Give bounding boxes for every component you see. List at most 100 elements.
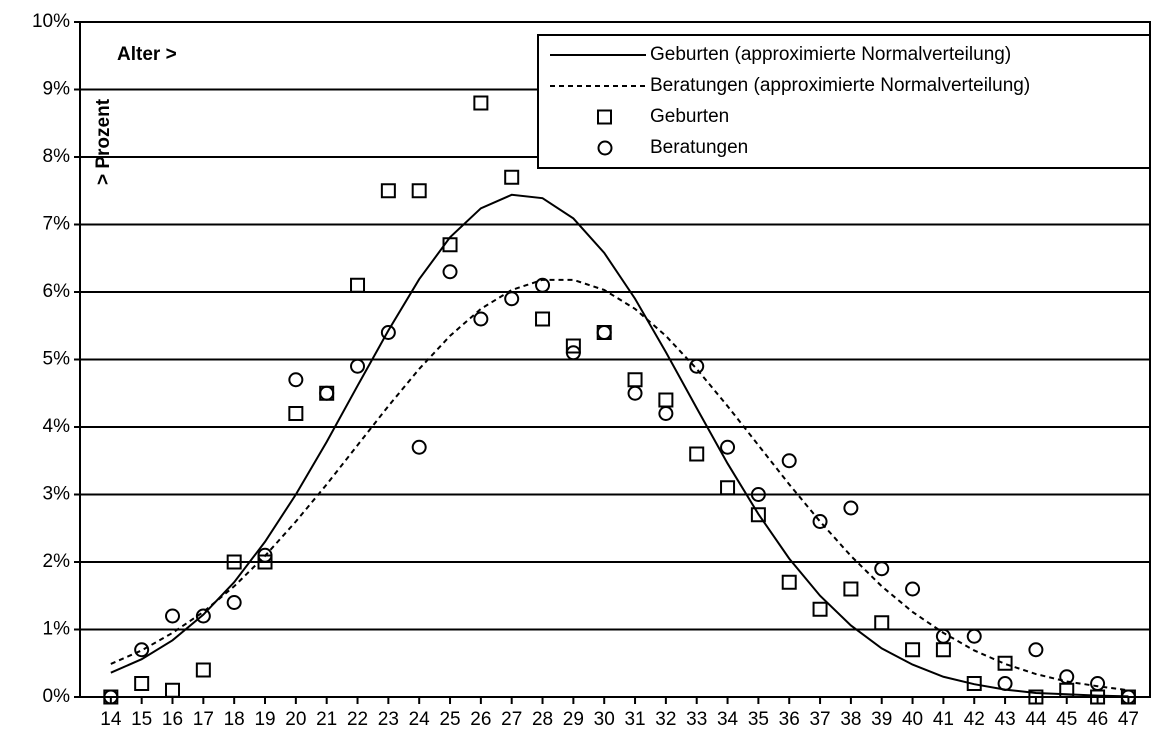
circle-marker (1059, 669, 1075, 685)
y-tick-label: 2% (43, 551, 71, 572)
circle-marker (905, 581, 921, 597)
legend-swatch (597, 140, 613, 156)
y-axis-label: > Prozent (93, 98, 114, 185)
y-tick-label: 0% (43, 686, 71, 707)
square-marker (442, 237, 458, 253)
x-tick-label: 43 (995, 709, 1016, 730)
x-tick-label: 36 (779, 709, 800, 730)
circle-marker (473, 311, 489, 327)
circle-marker (134, 642, 150, 658)
legend-label: Geburten (approximierte Normalverteilung… (650, 44, 1011, 65)
circle-marker (658, 406, 674, 421)
square-marker (812, 601, 828, 617)
x-tick-label: 22 (347, 709, 368, 730)
circle-marker (103, 689, 119, 705)
square-marker (843, 581, 859, 597)
square-marker (935, 642, 951, 658)
square-marker (134, 676, 150, 691)
legend-label: Geburten (650, 106, 729, 127)
y-tick-label: 9% (43, 79, 71, 100)
square-marker (750, 507, 766, 523)
circle-marker (596, 325, 612, 340)
circle-marker (874, 561, 890, 577)
x-tick-label: 30 (594, 709, 615, 730)
circle-marker (1120, 689, 1136, 705)
circle-marker (843, 500, 859, 516)
y-tick-label: 7% (43, 214, 71, 235)
curve (110, 193, 1129, 698)
x-tick-label: 41 (933, 709, 954, 730)
square-marker (473, 95, 489, 111)
circle-marker (504, 291, 520, 307)
circle-marker (195, 608, 211, 624)
plot-frame (79, 21, 1151, 698)
x-tick-label: 39 (871, 709, 892, 730)
x-tick-label: 20 (285, 709, 306, 730)
x-tick-label: 37 (809, 709, 830, 730)
circle-marker (565, 345, 581, 361)
circle-marker (750, 487, 766, 502)
x-tick-label: 25 (439, 709, 460, 730)
square-marker (689, 446, 705, 462)
circle-marker (812, 514, 828, 529)
x-tick-label: 27 (501, 709, 522, 730)
square-marker (380, 183, 396, 199)
legend-label: Beratungen (approximierte Normalverteilu… (650, 75, 1030, 96)
circle-marker (535, 277, 551, 293)
circle-marker (442, 264, 458, 280)
x-axis-label: Alter > (117, 44, 177, 65)
square-marker (905, 642, 921, 658)
circle-marker (257, 547, 273, 563)
x-tick-label: 14 (100, 709, 122, 730)
x-tick-label: 44 (1025, 709, 1047, 730)
square-marker (411, 183, 427, 199)
circle-marker (966, 628, 982, 644)
circle-marker (1090, 676, 1106, 691)
square-marker (966, 676, 982, 691)
square-marker (226, 554, 242, 570)
square-marker (165, 682, 181, 698)
square-marker (504, 169, 520, 185)
y-tick-label: 4% (43, 416, 71, 437)
legend-swatch (597, 109, 612, 125)
curve (110, 278, 1129, 692)
circle-marker (689, 358, 705, 374)
circle-marker (319, 385, 335, 401)
x-tick-label: 28 (532, 709, 553, 730)
square-marker (257, 554, 273, 570)
circle-marker (997, 676, 1013, 691)
x-tick-label: 16 (162, 709, 183, 730)
y-tick-label: 8% (43, 146, 71, 167)
x-tick-label: 19 (254, 709, 275, 730)
circle-marker (288, 372, 304, 388)
circle-marker (380, 325, 396, 340)
x-tick-label: 45 (1056, 709, 1077, 730)
x-tick-label: 34 (717, 709, 739, 730)
legend-box (537, 34, 1151, 169)
x-tick-label: 26 (470, 709, 491, 730)
square-marker (627, 372, 643, 388)
square-marker (720, 480, 736, 496)
y-tick-label: 10% (32, 11, 70, 32)
x-tick-label: 31 (624, 709, 645, 730)
circle-marker (411, 439, 427, 455)
square-marker (288, 406, 304, 421)
square-marker (565, 338, 581, 354)
square-marker (997, 655, 1013, 671)
y-tick-label: 6% (43, 281, 71, 302)
circle-marker (935, 628, 951, 644)
circle-marker (1028, 642, 1044, 658)
x-tick-label: 32 (655, 709, 676, 730)
y-tick-label: 3% (43, 484, 71, 505)
circle-marker (720, 439, 736, 455)
x-tick-label: 35 (748, 709, 769, 730)
x-tick-label: 38 (840, 709, 861, 730)
circle-marker (165, 608, 181, 624)
circle-marker (627, 385, 643, 401)
square-marker (658, 392, 674, 408)
x-tick-label: 23 (378, 709, 399, 730)
square-marker (1028, 689, 1044, 705)
x-tick-label: 29 (563, 709, 584, 730)
x-tick-label: 24 (409, 709, 431, 730)
